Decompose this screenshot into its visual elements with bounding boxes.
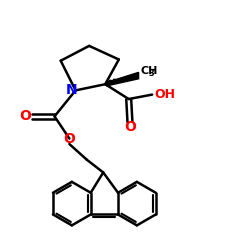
Text: O: O	[124, 120, 136, 134]
Text: N: N	[65, 84, 77, 98]
Polygon shape	[106, 72, 138, 86]
Text: OH: OH	[155, 88, 176, 101]
Text: O: O	[64, 132, 75, 146]
Text: O: O	[20, 109, 31, 123]
Text: 3: 3	[149, 68, 155, 78]
Text: CH: CH	[140, 66, 158, 76]
